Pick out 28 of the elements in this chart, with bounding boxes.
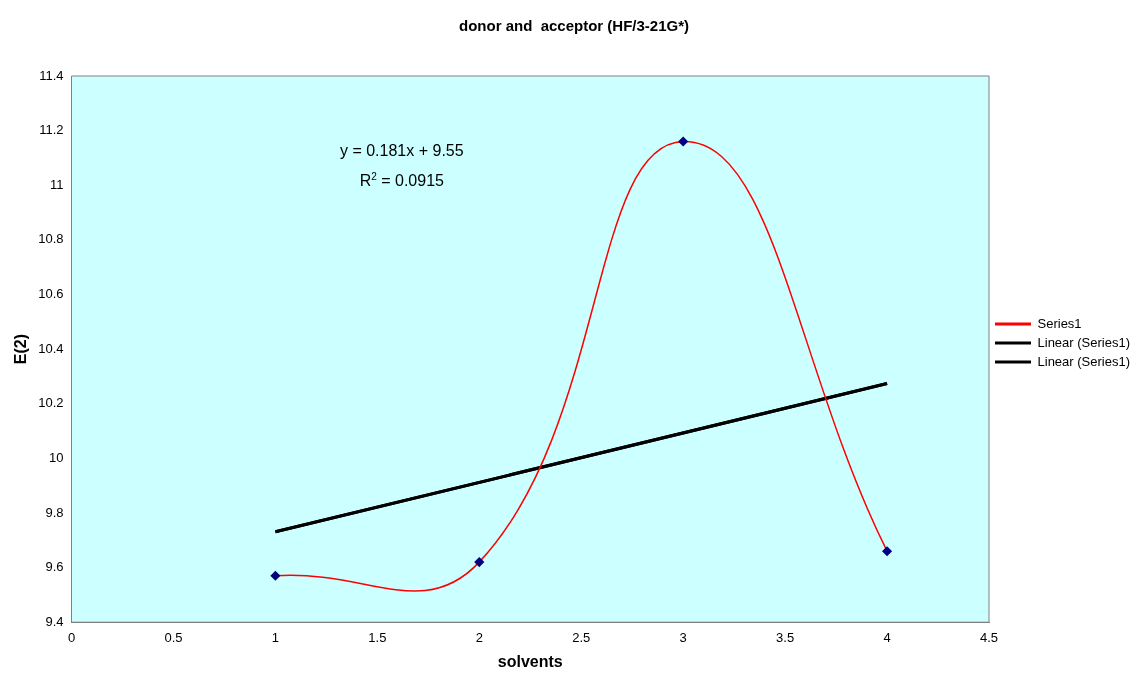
x-tick-label: 2.5 [572,629,591,645]
x-tick-label: 3 [679,629,687,645]
legend-label: Series1 [1037,315,1082,331]
x-tick-label: 3.5 [776,629,795,645]
y-tick-label: 11.2 [39,122,64,138]
y-tick-label: 10.4 [38,340,64,356]
y-tick-label: 10.6 [38,286,64,302]
x-tick-label: 1 [271,629,280,645]
y-tick-label: 9.6 [45,559,64,575]
x-tick-label: 4 [883,629,891,645]
x-tick-label: 2 [475,629,483,645]
annotation: y = 0.181x + 9.55 [339,142,464,159]
y-tick-label: 9.8 [45,504,64,520]
y-tick-label: 11 [50,176,64,192]
x-tick-label: 4.5 [979,629,999,645]
x-tick-label: 0.5 [164,629,183,645]
x-tick-label: 0 [67,629,76,645]
y-tick-label: 10 [49,449,64,465]
y-tick-label: 11.4 [39,67,64,83]
legend-label: Linear (Series1) [1037,353,1131,369]
y-tick-label: 10.2 [38,395,64,411]
y-axis-title: E(2) [12,333,30,365]
x-axis-title: solvents [497,652,563,670]
y-tick-label: 10.8 [38,231,64,247]
y-tick-label: 9.4 [45,613,64,629]
legend-label: Linear (Series1) [1037,334,1131,350]
x-tick-label: 1.5 [368,629,387,645]
chart-title: donor and acceptor (HF/3-21G*) [458,17,690,35]
